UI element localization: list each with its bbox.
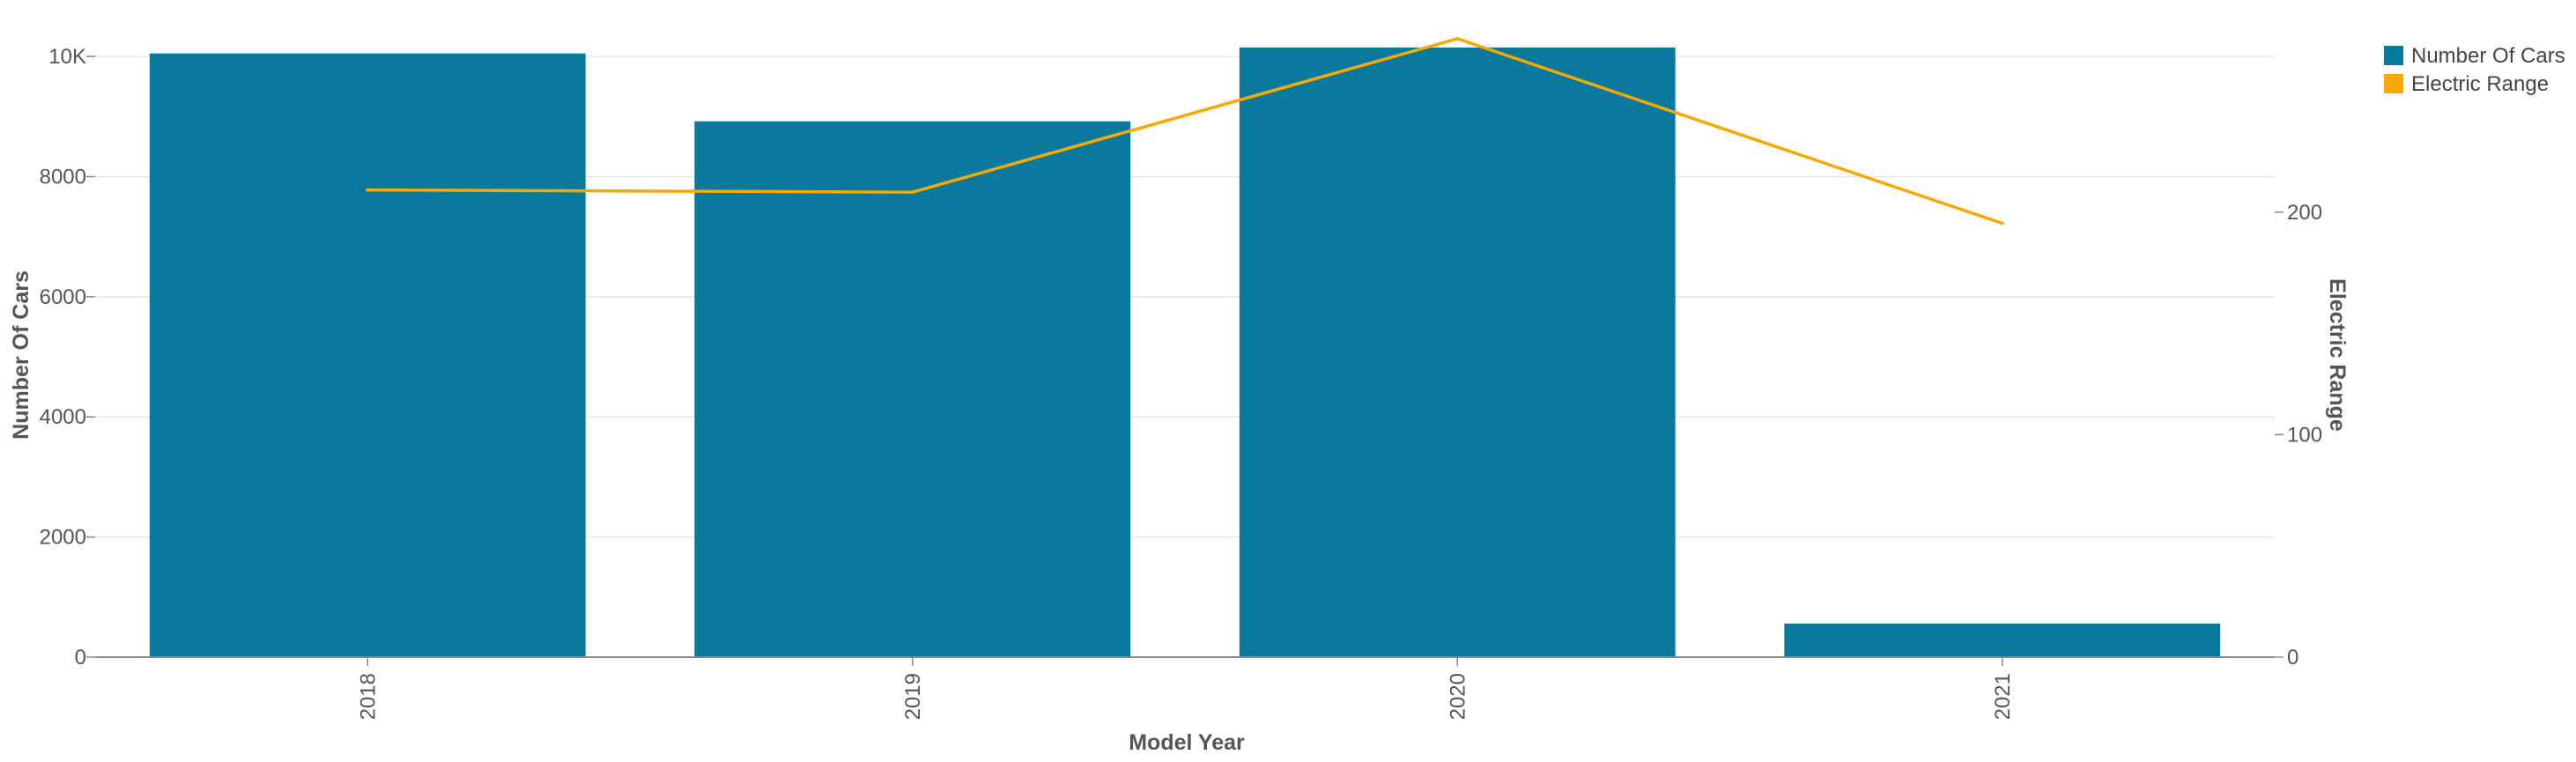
y-tick-label: 8000 [40,165,86,189]
bar-series-number-of-cars [149,47,2221,658]
y-axis-right: 0 100 200 [2275,201,2322,670]
x-tick-label: 2018 [356,673,380,720]
x-tick-label: 2021 [1991,673,2015,720]
y-tick-label: 6000 [40,285,86,309]
bar-2019[interactable] [694,121,1131,657]
legend: Number Of Cars Electric Range [2384,44,2565,96]
y2-tick-label: 100 [2287,423,2322,447]
y-tick-label: 0 [75,646,86,670]
legend-label: Number Of Cars [2411,44,2565,68]
y-tick-label: 2000 [40,526,86,550]
x-axis: 2018 2019 2020 2021 [95,656,2275,720]
line-point-2018[interactable] [366,188,370,192]
bar-2020[interactable] [1239,47,1676,658]
line-point-2020[interactable] [1455,36,1460,41]
line-path [367,37,2003,226]
bar-2021[interactable] [1784,623,2221,657]
line-series-electric-range [366,36,2004,226]
x-tick-label: 2020 [1446,673,1469,720]
legend-swatch [2384,46,2403,65]
legend-swatch [2384,74,2403,93]
legend-item-number-of-cars[interactable]: Number Of Cars [2384,44,2565,68]
line-point-2021[interactable] [2000,221,2004,226]
legend-label: Electric Range [2411,72,2549,96]
y-tick-label: 4000 [40,405,86,429]
x-tick-label: 2019 [901,673,925,720]
y2-tick-label: 200 [2287,201,2322,225]
y-axis-left: 0 2000 4000 6000 8000 10K [40,45,95,670]
y-tick-label: 10K [48,45,86,69]
y2-axis-title: Electric Range [2325,278,2350,432]
x-axis-title: Model Year [1129,730,1245,755]
line-point-2019[interactable] [910,190,914,195]
y-axis-title: Number Of Cars [9,270,33,440]
bar-2018[interactable] [149,53,586,657]
y2-tick-label: 0 [2287,646,2298,670]
legend-item-electric-range[interactable]: Electric Range [2384,72,2549,96]
